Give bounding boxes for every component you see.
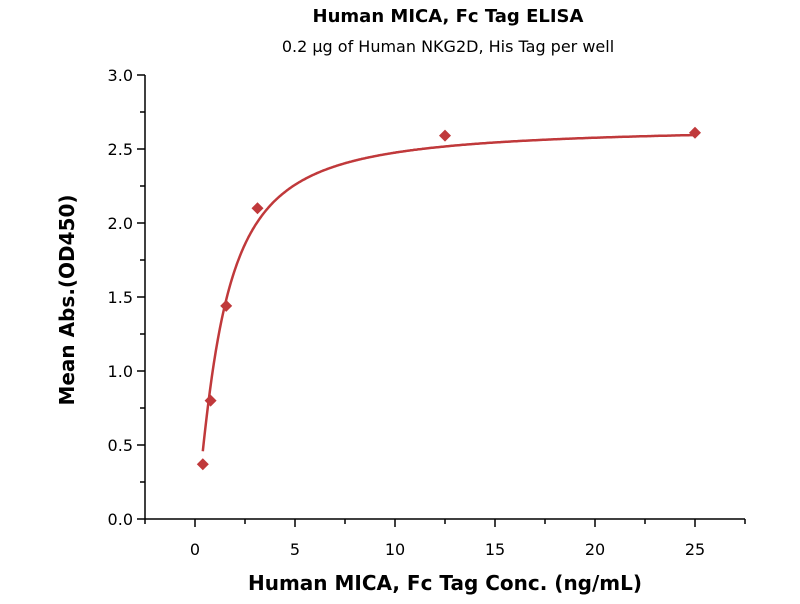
y-tick-label: 0.5 [108,436,133,455]
y-tick-label: 3.0 [108,66,133,85]
y-tick-label: 1.5 [108,288,133,307]
fit-curve [201,133,696,452]
y-tick-label: 2.5 [108,140,133,159]
x-tick-label: 20 [585,540,605,559]
y-tick-label: 2.0 [108,214,133,233]
x-tick-label: 10 [385,540,405,559]
x-tick-label: 15 [485,540,505,559]
y-tick-label: 1.0 [108,362,133,381]
data-point [439,129,451,142]
x-axis-label: Human MICA, Fc Tag Conc. (ng/mL) [248,571,642,595]
chart-title: Human MICA, Fc Tag ELISA [313,6,584,27]
data-point [204,394,217,407]
x-tick-label: 25 [685,540,705,559]
y-tick-label: 0.0 [108,510,133,529]
data-point [251,202,264,215]
data-point [220,299,233,312]
x-tick-label: 0 [190,540,200,559]
data-point [196,458,209,471]
y-axis-label: Mean Abs.(OD450) [55,194,79,405]
data-point [689,126,701,139]
chart-subtitle: 0.2 µg of Human NKG2D, His Tag per well [282,37,614,56]
x-tick-label: 5 [290,540,300,559]
